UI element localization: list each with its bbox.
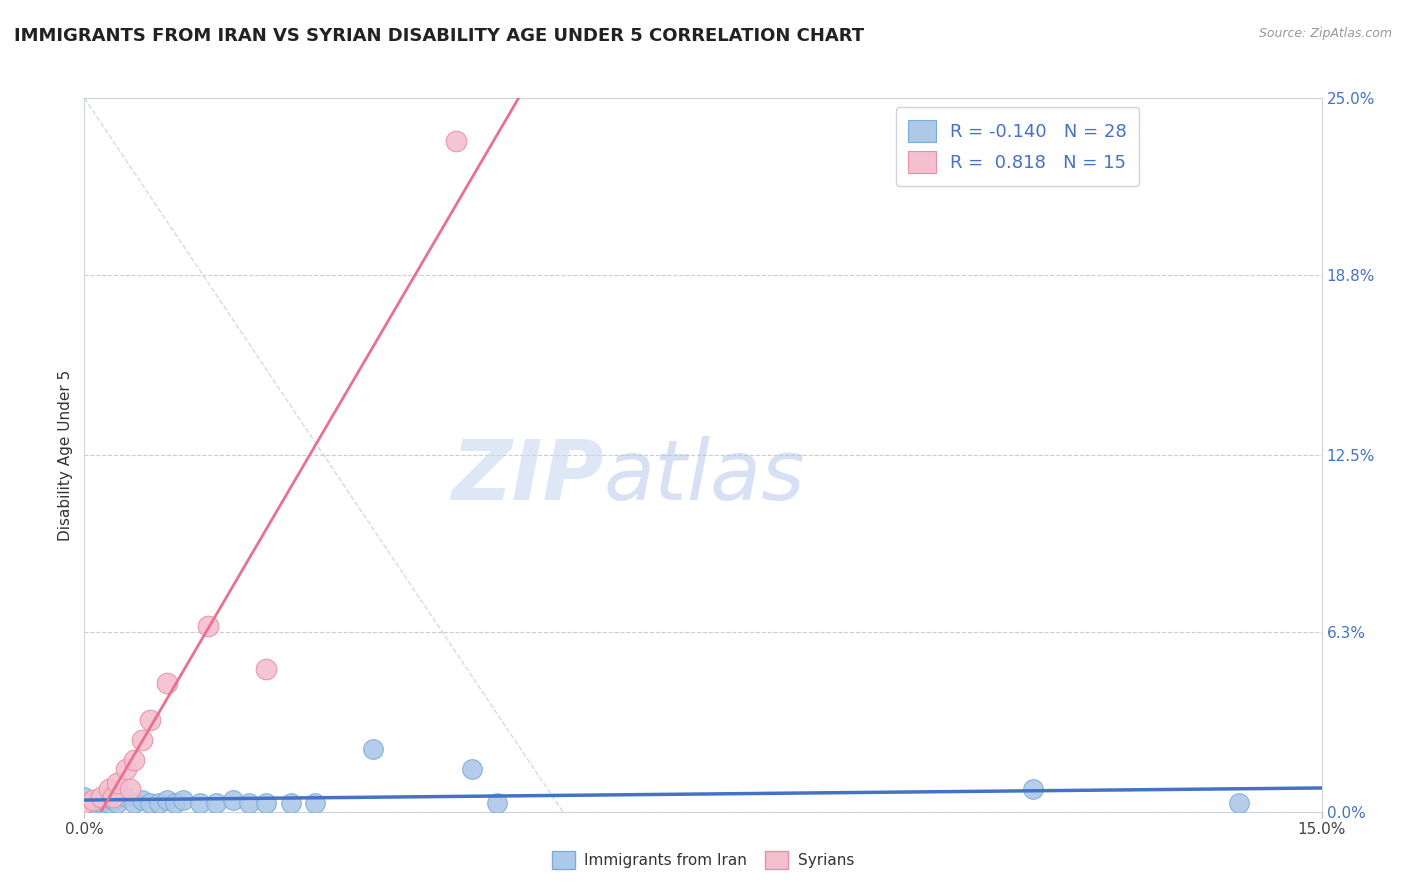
Point	[139, 714, 162, 728]
Point	[188, 796, 211, 810]
Point	[304, 796, 326, 810]
Point	[73, 790, 96, 805]
Y-axis label: Disability Age Under 5: Disability Age Under 5	[58, 369, 73, 541]
Point	[90, 790, 112, 805]
Point	[165, 796, 187, 810]
Point	[280, 796, 302, 810]
Point	[148, 796, 170, 810]
Point	[98, 781, 121, 796]
Point	[139, 796, 162, 810]
Point	[461, 762, 484, 776]
Text: IMMIGRANTS FROM IRAN VS SYRIAN DISABILITY AGE UNDER 5 CORRELATION CHART: IMMIGRANTS FROM IRAN VS SYRIAN DISABILIT…	[14, 27, 865, 45]
Point	[222, 793, 245, 807]
Point	[118, 781, 141, 796]
Point	[197, 619, 219, 633]
Point	[114, 762, 136, 776]
Point	[94, 790, 117, 805]
Point	[105, 796, 128, 810]
Point	[98, 796, 121, 810]
Point	[103, 790, 125, 805]
Point	[238, 796, 260, 810]
Point	[254, 662, 277, 676]
Point	[131, 793, 153, 807]
Point	[485, 796, 508, 810]
Point	[103, 793, 125, 807]
Point	[205, 796, 228, 810]
Point	[122, 753, 145, 767]
Point	[73, 796, 96, 810]
Point	[254, 796, 277, 810]
Point	[122, 796, 145, 810]
Point	[156, 676, 179, 690]
Text: ZIP: ZIP	[451, 436, 605, 516]
Point	[156, 793, 179, 807]
Point	[82, 796, 104, 810]
Point	[131, 733, 153, 747]
Point	[1022, 781, 1045, 796]
Point	[444, 134, 467, 148]
Text: Source: ZipAtlas.com: Source: ZipAtlas.com	[1258, 27, 1392, 40]
Point	[90, 796, 112, 810]
Point	[172, 793, 194, 807]
Point	[114, 790, 136, 805]
Point	[105, 776, 128, 790]
Point	[1227, 796, 1250, 810]
Point	[86, 793, 108, 807]
Text: atlas: atlas	[605, 436, 806, 516]
Point	[361, 742, 384, 756]
Point	[82, 793, 104, 807]
Legend: Immigrants from Iran, Syrians: Immigrants from Iran, Syrians	[546, 845, 860, 875]
